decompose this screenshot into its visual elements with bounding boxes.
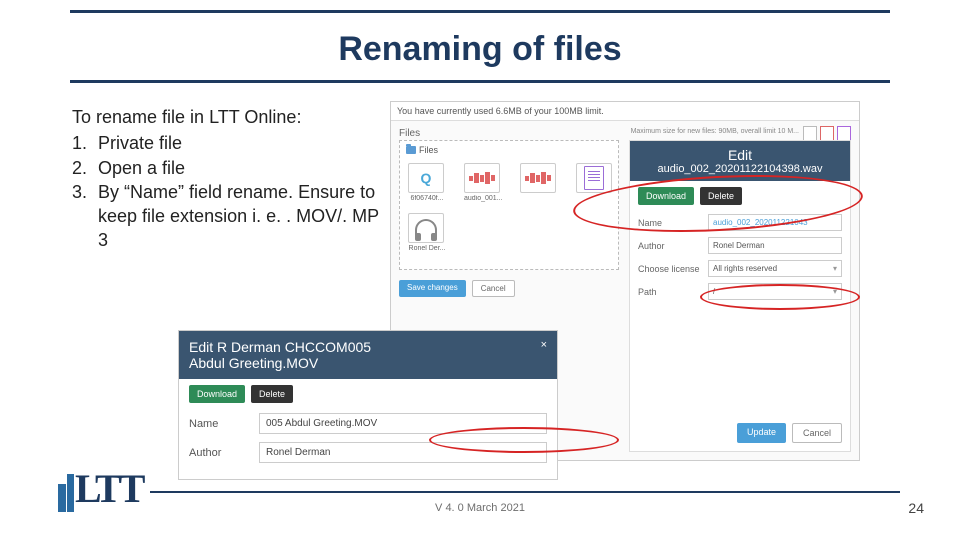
author-field[interactable]: Ronel Derman (708, 237, 842, 254)
save-changes-button[interactable]: Save changes (399, 280, 466, 297)
file-thumb[interactable] (520, 163, 558, 202)
path-label: Path (638, 287, 708, 297)
headphones-icon (408, 213, 444, 243)
download-button[interactable]: Download (189, 385, 245, 403)
list-num: 1. (72, 131, 98, 155)
storage-usage: You have currently used 6.6MB of your 10… (397, 106, 604, 116)
cancel-button[interactable]: Cancel (472, 280, 515, 297)
update-button[interactable]: Update (737, 423, 786, 443)
edit-panel-header: Edit audio_002_20201122104398.wav (630, 141, 850, 181)
list-text: By “Name” field rename. Ensure to keep f… (98, 180, 382, 253)
instructions-intro: To rename file in LTT Online: (72, 105, 382, 129)
thumb-caption: 6f06740f... (408, 195, 446, 202)
thumb-caption: audio_001... (464, 195, 502, 202)
file-thumb[interactable]: Ronel Der... (408, 213, 446, 252)
edit-filename: audio_002_20201122104398.wav (634, 163, 846, 175)
cancel-button[interactable]: Cancel (792, 423, 842, 443)
close-icon[interactable]: × (541, 339, 547, 351)
screenshot-edit-dialog: Edit R Derman CHCCOM005 Abdul Greeting.M… (178, 330, 558, 480)
name-field[interactable]: audio_002_202011221043 (708, 214, 842, 231)
file-thumb[interactable]: 6f06740f... (408, 163, 446, 202)
page-title: Renaming of files (0, 30, 960, 69)
thumb-caption: Ronel Der... (408, 245, 446, 252)
list-num: 2. (72, 156, 98, 180)
instructions: To rename file in LTT Online: 1.Private … (72, 105, 382, 253)
highlight-circle (429, 427, 619, 453)
author-label: Author (638, 241, 708, 251)
audio-icon (520, 163, 556, 193)
file-dropzone[interactable]: Files 6f06740f... audio_001... Ronel Der… (399, 140, 619, 270)
file-thumb[interactable]: audio_001... (464, 163, 502, 202)
folder-icon (406, 146, 416, 154)
version-text: V 4. 0 March 2021 (0, 502, 960, 514)
page-number: 24 (908, 500, 924, 516)
list-text: Open a file (98, 156, 382, 180)
edit-dialog-title-2: Abdul Greeting.MOV (189, 355, 547, 371)
delete-button[interactable]: Delete (700, 187, 742, 205)
top-rule (70, 10, 890, 13)
files-label: Files (399, 128, 420, 139)
edit-title: Edit (634, 147, 846, 163)
storage-topbar: You have currently used 6.6MB of your 10… (391, 102, 859, 121)
name-label: Name (638, 218, 708, 228)
edit-file-panel: Edit audio_002_20201122104398.wav Downlo… (629, 140, 851, 452)
files-tab-label: Files (419, 145, 438, 155)
license-select[interactable]: All rights reserved (708, 260, 842, 277)
path-select[interactable]: / (708, 283, 842, 300)
author-label: Author (189, 447, 259, 459)
edit-dialog-header: Edit R Derman CHCCOM005 Abdul Greeting.M… (179, 331, 557, 379)
delete-button[interactable]: Delete (251, 385, 293, 403)
audio-icon (464, 163, 500, 193)
document-icon (576, 163, 612, 193)
name-label: Name (189, 418, 259, 430)
list-num: 3. (72, 180, 98, 253)
title-underline (70, 80, 890, 83)
list-text: Private file (98, 131, 382, 155)
license-label: Choose license (638, 264, 708, 274)
edit-dialog-title-1: Edit R Derman CHCCOM005 (189, 339, 547, 355)
max-size-note: Maximum size for new files: 90MB, overal… (631, 128, 799, 135)
quicktime-icon (408, 163, 444, 193)
files-tab[interactable]: Files (406, 145, 438, 155)
file-thumb[interactable] (576, 163, 614, 202)
download-button[interactable]: Download (638, 187, 694, 205)
footer-rule (150, 491, 900, 493)
